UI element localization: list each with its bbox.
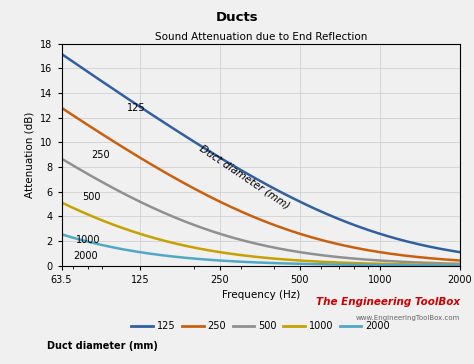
250: [309, 235, 315, 240]
125: [107, 84, 112, 89]
500: [189, 222, 194, 226]
1000: [348, 261, 354, 265]
2000: [59, 232, 64, 237]
250: [346, 244, 352, 249]
500: [457, 262, 463, 266]
Legend: 125, 250, 500, 1000, 2000: 125, 250, 500, 1000, 2000: [128, 317, 394, 335]
Title: Sound Attenuation due to End Reflection: Sound Attenuation due to End Reflection: [155, 32, 367, 41]
250: [189, 185, 194, 189]
Text: The Engineering ToolBox: The Engineering ToolBox: [316, 297, 460, 307]
250: [348, 245, 354, 249]
Text: 500: 500: [82, 191, 101, 202]
125: [346, 221, 352, 225]
Text: 1000: 1000: [76, 235, 100, 245]
Text: 250: 250: [91, 150, 110, 160]
1000: [346, 261, 352, 265]
2000: [457, 263, 463, 268]
500: [217, 232, 222, 236]
2000: [346, 262, 352, 267]
250: [217, 199, 222, 203]
1000: [457, 263, 463, 267]
250: [59, 106, 64, 110]
125: [348, 222, 354, 226]
1000: [217, 250, 222, 254]
1000: [189, 245, 194, 249]
500: [348, 256, 354, 261]
500: [107, 184, 112, 188]
500: [346, 256, 352, 260]
1000: [309, 259, 315, 264]
500: [309, 252, 315, 256]
2000: [348, 262, 354, 267]
Text: 125: 125: [127, 103, 146, 113]
2000: [189, 256, 194, 261]
Line: 1000: 1000: [62, 202, 460, 265]
2000: [309, 262, 315, 266]
125: [189, 138, 194, 142]
1000: [59, 200, 64, 205]
250: [107, 136, 112, 141]
1000: [107, 221, 112, 225]
Line: 500: 500: [62, 159, 460, 264]
X-axis label: Frequency (Hz): Frequency (Hz): [221, 290, 300, 300]
Text: Duct diameter (mm): Duct diameter (mm): [47, 341, 158, 351]
125: [59, 52, 64, 56]
Line: 250: 250: [62, 108, 460, 261]
Text: Ducts: Ducts: [216, 11, 258, 24]
Line: 2000: 2000: [62, 234, 460, 265]
500: [59, 157, 64, 161]
Line: 125: 125: [62, 54, 460, 252]
Y-axis label: Attenuation (dB): Attenuation (dB): [25, 111, 35, 198]
2000: [217, 258, 222, 263]
Text: Duct diameter (mm): Duct diameter (mm): [198, 143, 292, 211]
250: [457, 258, 463, 263]
125: [309, 205, 315, 210]
Text: www.EngineeringToolBox.com: www.EngineeringToolBox.com: [356, 314, 460, 321]
2000: [107, 245, 112, 249]
125: [217, 155, 222, 159]
125: [457, 250, 463, 254]
Text: 2000: 2000: [73, 251, 98, 261]
